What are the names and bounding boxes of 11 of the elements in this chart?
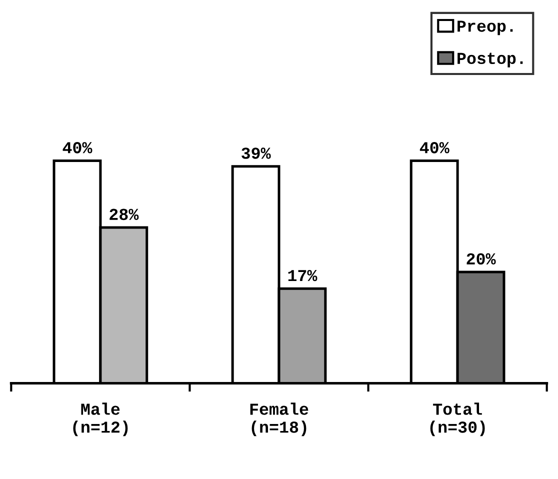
data-label: 17%: [288, 270, 318, 282]
data-label: 20%: [466, 253, 496, 265]
x-tick-label: Total (n=30): [430, 402, 485, 436]
x-tick-label: Female (n=18): [250, 402, 308, 436]
x-tick-label: Male (n=12): [73, 402, 128, 436]
legend-label: Postop.: [458, 52, 523, 68]
data-label: 39%: [242, 148, 271, 159]
data-label: 40%: [62, 142, 92, 154]
data-label: 28%: [110, 208, 139, 220]
data-label: 40%: [420, 142, 450, 154]
legend-label: Preop.: [458, 20, 513, 36]
